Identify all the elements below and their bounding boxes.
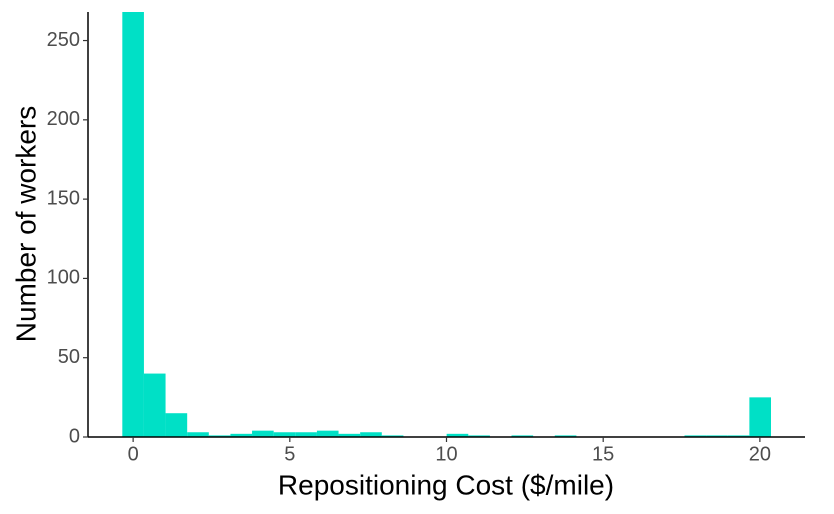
bar: [684, 435, 707, 437]
x-tick-label: 5: [284, 443, 295, 465]
bar: [446, 433, 469, 437]
y-tick-label: 0: [69, 425, 80, 447]
bar: [727, 435, 750, 437]
y-axis-title: Number of workers: [10, 106, 41, 343]
bar: [338, 433, 361, 437]
bar: [554, 435, 577, 437]
y-tick-label: 100: [47, 267, 80, 289]
bar: [252, 430, 274, 437]
bar: [468, 435, 490, 437]
y-tick-label: 250: [47, 29, 80, 51]
bar: [187, 432, 209, 437]
bar: [706, 435, 728, 437]
y-tick-label: 150: [47, 187, 80, 209]
y-tick-label: 50: [58, 346, 80, 368]
bar: [273, 432, 296, 437]
bar: [381, 435, 404, 437]
bar: [230, 433, 253, 437]
bar: [122, 12, 144, 437]
x-axis-title: Repositioning Cost ($/mile): [278, 469, 614, 500]
bar: [208, 435, 231, 437]
bar: [749, 397, 771, 437]
bar: [360, 432, 382, 437]
bar: [316, 430, 339, 437]
x-tick-label: 10: [435, 443, 457, 465]
bar: [143, 373, 166, 437]
x-tick-label: 20: [749, 443, 771, 465]
bar: [295, 432, 317, 437]
x-tick-label: 15: [592, 443, 614, 465]
y-tick-label: 200: [47, 108, 80, 130]
bar: [511, 435, 534, 437]
x-tick-label: 0: [128, 443, 139, 465]
bar: [165, 413, 188, 437]
